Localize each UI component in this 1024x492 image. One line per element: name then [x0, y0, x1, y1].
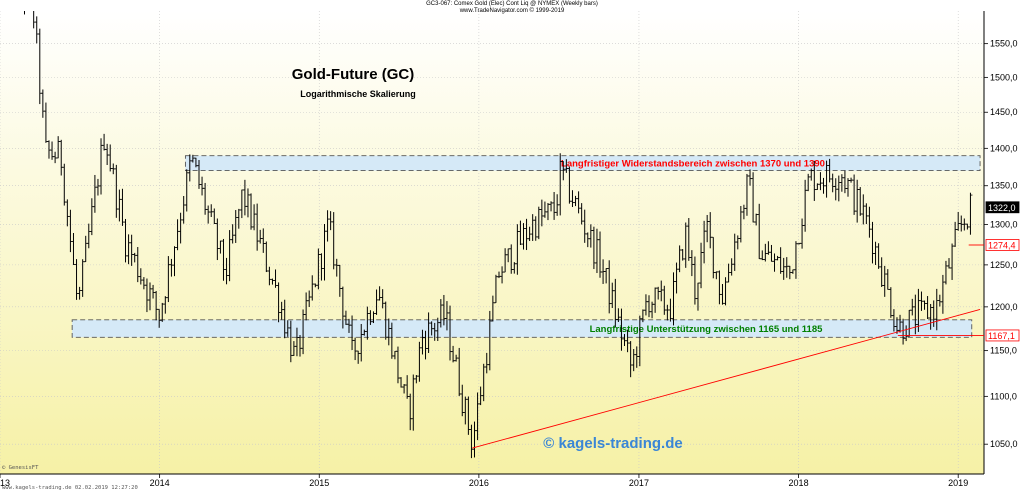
y-tick-label: 1350,0	[990, 181, 1018, 191]
chart-subtitle: Logarithmische Skalierung	[300, 89, 416, 99]
zone-label: Langfristige Unterstützung zwischen 1165…	[590, 324, 824, 335]
x-tick-label: 2019	[948, 478, 968, 488]
zones-layer: Langfristiger Widerstandsbereich zwische…	[71, 155, 981, 338]
y-tick-label: 1200,0	[990, 302, 1018, 312]
x-axis: 2013 2014 2015 2016 2017 2018 2019	[0, 473, 984, 488]
y-tick-label: 1300,0	[990, 220, 1018, 230]
zone-box	[71, 319, 973, 338]
plot-background	[0, 11, 984, 474]
price-bars-layer	[23, 11, 973, 459]
price-label: 1322,0	[988, 203, 1016, 213]
x-tick-label: 2016	[469, 478, 489, 488]
trendline-layer	[472, 309, 981, 449]
x-axis-background	[0, 474, 1024, 492]
y-tick-label: 1050,0	[990, 439, 1018, 449]
header-line-1: GC3-067: Comex Gold (Elec) Cont Liq @ NY…	[426, 1, 598, 7]
price-label-box	[985, 329, 1020, 342]
site-stamp: www.kagels-trading.de 02.02.2019 12:27:2…	[2, 485, 138, 491]
chart-title: Gold-Future (GC)	[292, 66, 414, 83]
chart-texts: Gold-Future (GC) Logarithmische Skalieru…	[292, 66, 683, 452]
price-label-box	[985, 239, 1020, 251]
x-tick-label: 2017	[629, 478, 649, 488]
trendline	[472, 309, 981, 449]
y-tick-label: 1150,0	[990, 346, 1017, 356]
y-tick-label: 1250,0	[990, 260, 1018, 270]
zone-box	[184, 155, 981, 172]
y-tick-label: 1550,0	[990, 39, 1018, 49]
x-tick-label: 2013	[0, 478, 10, 488]
y-axis: 1050,0 1100,0 1150,0 1200,0 1250,0 1300,0 1350…	[983, 11, 1018, 474]
price-label-box	[985, 201, 1020, 214]
genesis-credit: © GenesisFT	[2, 465, 39, 471]
y-tick-label: 1450,0	[990, 107, 1018, 117]
price-labels-layer: 1322,0 1274,4 1167,1	[897, 201, 1020, 342]
x-tick-label: 2014	[150, 478, 170, 488]
header-line-2: www.TradeNavigator.com © 1999-2019	[459, 8, 565, 14]
y-tick-label: 1100,0	[990, 391, 1017, 401]
price-label: 1274,4	[988, 240, 1016, 250]
watermark: © kagels-trading.de	[543, 435, 682, 452]
y-tick-label: 1500,0	[990, 72, 1018, 82]
x-tick-label: 2015	[309, 478, 329, 488]
x-tick-label: 2018	[789, 478, 809, 488]
y-tick-label: 1400,0	[990, 143, 1018, 153]
price-label: 1167,1	[988, 331, 1015, 341]
grid-layer	[0, 11, 984, 474]
zone-label: Langfristiger Widerstandsbereich zwische…	[561, 159, 825, 170]
